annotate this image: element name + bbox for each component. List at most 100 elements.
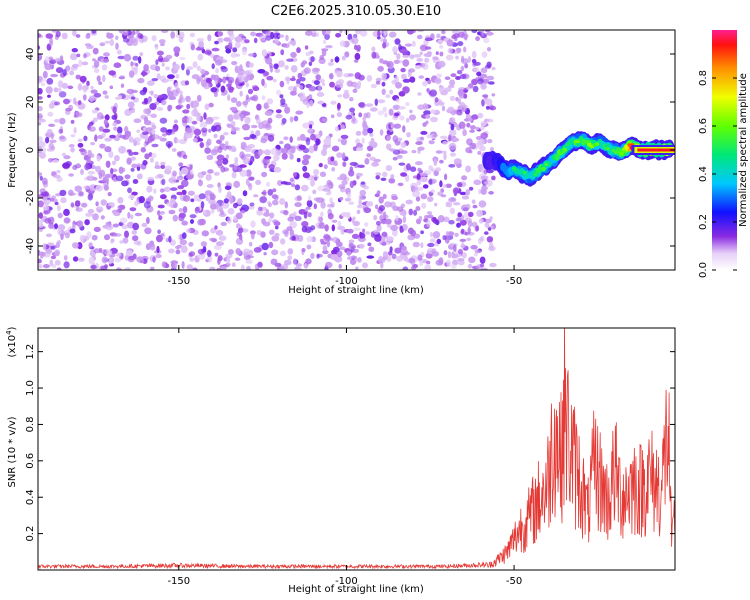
noise-speckle [453,189,458,197]
noise-speckle [433,158,438,166]
noise-speckle [189,169,194,176]
noise-speckle [405,117,410,123]
noise-speckle [302,122,310,129]
noise-speckle [142,160,148,166]
noise-speckle [116,49,122,55]
signal-cell [565,142,570,147]
noise-speckle [117,204,126,211]
noise-speckle [214,252,219,257]
noise-speckle [144,120,152,126]
noise-speckle [229,106,238,111]
noise-speckle [137,77,145,84]
noise-speckle [76,53,81,58]
noise-speckle [107,192,112,197]
noise-speckle [99,169,106,177]
noise-speckle [322,39,327,45]
noise-speckle [420,136,424,140]
noise-speckle [363,207,372,214]
noise-speckle [420,176,428,183]
noise-speckle [432,231,441,239]
noise-speckle [143,108,148,114]
noise-speckle [98,126,104,132]
noise-speckle [400,172,408,177]
noise-speckle [102,75,106,83]
noise-speckle [263,149,271,156]
noise-speckle [168,248,175,254]
noise-speckle [489,105,497,111]
noise-speckle [140,147,146,153]
noise-speckle [277,34,285,38]
noise-speckle [400,249,408,256]
noise-speckle [408,208,414,216]
noise-speckle [274,262,282,268]
noise-speckle [168,177,177,184]
noise-speckle [297,136,301,141]
noise-speckle [230,53,238,58]
noise-speckle [459,73,467,80]
noise-speckle [389,89,393,95]
noise-speckle [86,80,90,87]
noise-speckle [279,250,286,257]
noise-speckle [477,188,482,195]
noise-speckle [340,138,347,146]
noise-speckle [373,229,379,235]
noise-speckle [439,51,444,57]
noise-speckle [271,249,279,256]
noise-speckle [415,206,421,211]
noise-speckle [415,141,423,146]
noise-speckle [342,161,347,167]
noise-speckle [378,205,385,212]
noise-speckle [447,47,453,54]
noise-speckle [286,77,290,85]
signal-cell [595,142,600,146]
noise-speckle [435,167,441,172]
noise-speckle [316,197,324,204]
noise-speckle [161,178,166,186]
noise-speckle [371,46,376,52]
noise-speckle [381,81,386,87]
noise-speckle [156,245,160,254]
noise-speckle [87,170,96,175]
noise-speckle [308,85,317,92]
noise-speckle [481,51,488,58]
noise-speckle [408,68,416,73]
noise-speckle [348,169,355,177]
noise-speckle [257,69,266,74]
noise-speckle [477,150,482,155]
noise-speckle [78,257,85,262]
noise-speckle [160,161,166,166]
noise-speckle [146,216,150,225]
noise-speckle [214,79,218,85]
noise-speckle [170,128,176,135]
noise-speckle [435,51,439,55]
noise-speckle [289,177,295,182]
noise-speckle [477,163,483,171]
noise-speckle [426,211,433,215]
noise-speckle [471,199,476,204]
noise-speckle [250,220,256,228]
noise-speckle [322,245,328,252]
noise-speckle [357,80,362,88]
noise-speckle [38,96,43,100]
noise-speckle [139,259,145,264]
signal-cell [512,166,517,171]
noise-speckle [57,228,62,235]
noise-speckle [465,165,472,173]
spectrogram-y-label: Frequency (Hz) [7,112,18,188]
noise-speckle [255,130,261,137]
noise-speckle [182,154,188,159]
noise-speckle [378,196,384,204]
noise-speckle [234,36,243,43]
noise-speckle [168,209,176,215]
noise-speckle [214,40,219,45]
noise-speckle [260,138,267,144]
noise-speckle [417,92,422,96]
noise-speckle [301,225,308,233]
noise-speckle [324,224,329,232]
noise-speckle [48,56,54,61]
noise-speckle [247,205,255,210]
noise-speckle [114,155,120,162]
noise-speckle [303,67,311,74]
noise-speckle [360,181,365,185]
noise-speckle [155,253,162,259]
